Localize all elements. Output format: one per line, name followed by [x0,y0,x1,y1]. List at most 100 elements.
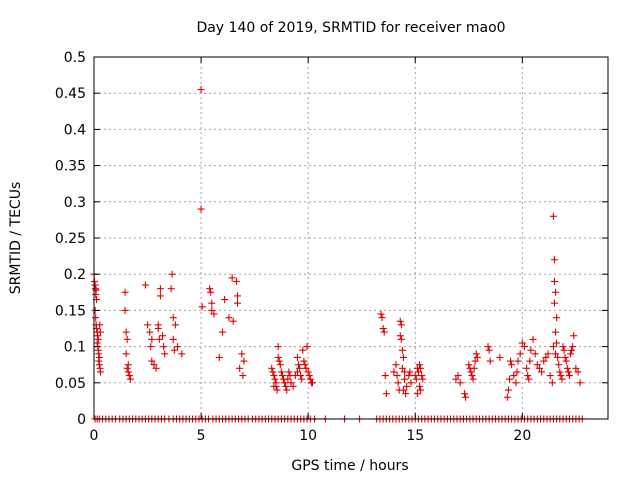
data-point [560,346,568,354]
data-point [96,368,104,376]
data-point [552,328,560,336]
data-point [155,335,163,343]
data-point [518,339,526,347]
data-point [225,314,233,322]
data-point [308,379,316,387]
data-point [122,328,130,336]
y-axis-label: SRMTID / TECUs [8,182,24,295]
data-point [533,361,541,369]
data-point [126,375,134,383]
data-point [562,357,570,365]
data-point [170,346,178,354]
data-point [527,346,535,354]
data-points [90,86,586,423]
data-point [207,288,215,296]
data-point [496,353,504,361]
data-point [524,372,532,380]
data-point [529,335,537,343]
data-point [229,317,237,325]
data-point [305,372,313,380]
data-point [206,285,214,293]
data-point [282,382,290,390]
data-point [382,390,390,398]
data-point [377,310,385,318]
data-point [281,379,289,387]
data-point [550,277,558,285]
data-point [548,379,556,387]
data-point [159,332,167,340]
data-point [276,361,284,369]
data-point [465,361,473,369]
data-point [148,335,156,343]
data-point [398,364,406,372]
data-point [300,357,308,365]
data-point [96,328,104,336]
data-point [295,361,303,369]
data-point [233,299,241,307]
data-point [303,343,311,351]
data-point [277,368,285,376]
data-point [412,375,420,383]
data-point [121,306,129,314]
data-point [559,343,567,351]
data-point [197,205,205,213]
data-point [92,314,100,322]
data-point [152,364,160,372]
y-tick-label: 0.05 [55,376,86,392]
x-tick-label: 10 [299,428,317,444]
data-point [141,281,149,289]
data-point [471,357,479,365]
data-point [470,364,478,372]
data-point [557,372,565,380]
y-tick-label: 0.3 [64,195,86,211]
data-point [274,353,282,361]
data-point [550,256,558,264]
data-point [95,361,103,369]
data-point [569,343,577,351]
data-point [552,288,560,296]
data-point [239,372,247,380]
data-point [399,353,407,361]
data-point [236,364,244,372]
data-point [452,375,460,383]
data-point [168,270,176,278]
data-point [219,328,226,336]
data-point [407,379,415,387]
data-point [197,86,205,94]
data-point [269,368,277,376]
x-tick-labels: 0 5 10 15 20 [90,428,532,444]
data-point [402,390,410,398]
data-point [401,375,409,383]
data-point [394,379,402,387]
data-point [156,292,164,300]
data-point [553,339,561,347]
data-point [169,314,177,322]
data-point [273,386,281,394]
data-point [397,321,405,329]
data-point [284,375,292,383]
data-point [556,368,564,376]
data-point [417,386,425,394]
data-point [287,379,295,387]
data-point [238,350,246,358]
data-point [95,357,103,365]
data-point [210,310,218,318]
data-point [302,364,310,372]
data-point [221,296,229,304]
data-point [544,350,552,358]
data-point [380,328,388,336]
data-point [572,364,580,372]
data-point [95,350,103,358]
data-point [568,346,576,354]
data-point [272,382,280,390]
x-tick-label: 20 [513,428,531,444]
x-tick-label: 0 [90,428,99,444]
data-point [561,353,569,361]
y-tick-labels: 0 0.05 0.1 0.15 0.2 0.25 0.3 0.35 0.4 0.45 0.5 [55,50,86,428]
data-point [124,361,132,369]
data-point [411,372,419,380]
y-tick-label: 0.45 [55,86,86,102]
data-point [298,375,306,383]
data-point [198,303,206,311]
data-point [473,353,481,361]
